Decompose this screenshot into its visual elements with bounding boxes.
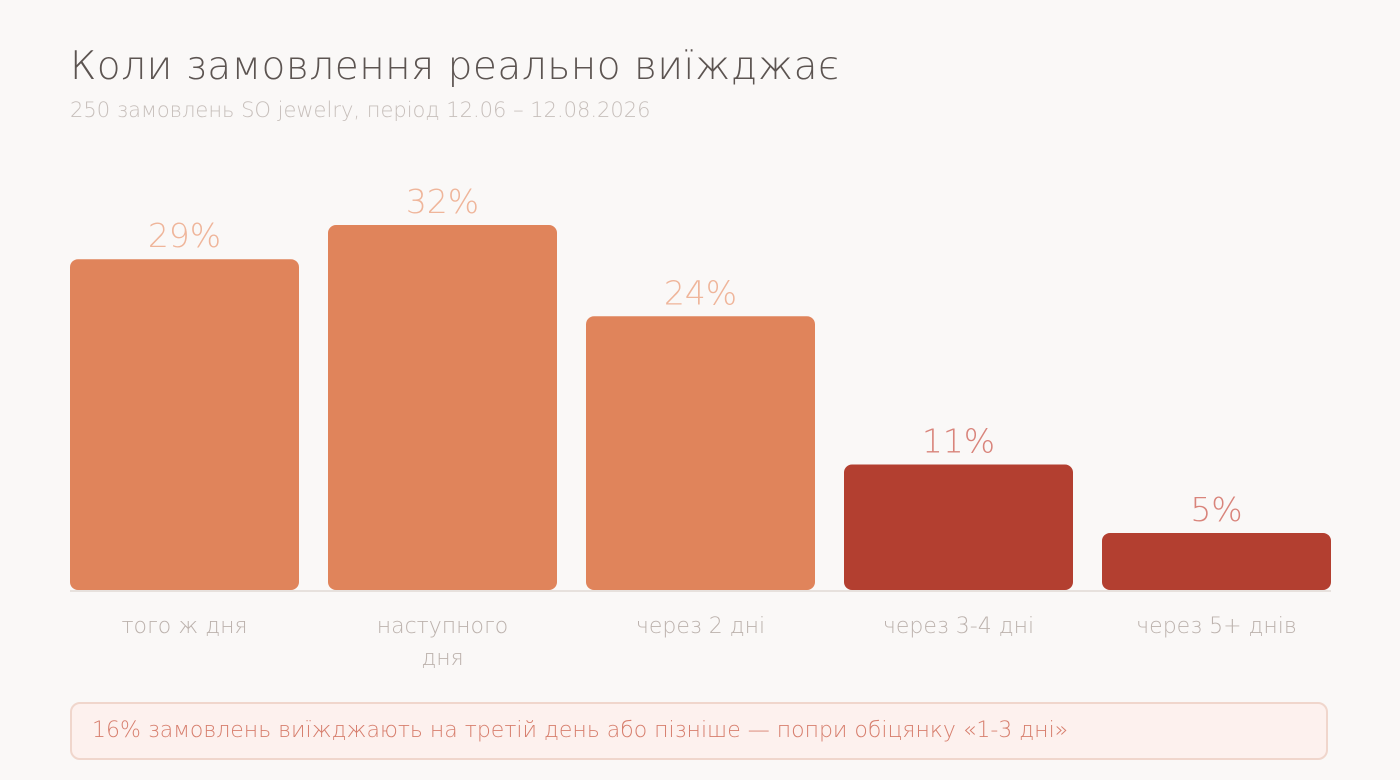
bar-5 bbox=[1102, 532, 1331, 590]
chart-title: Коли замовлення реально виїжджає bbox=[70, 44, 840, 89]
bar-3 bbox=[586, 316, 815, 590]
category-label-5: через 5+ днів bbox=[1136, 614, 1297, 639]
bar-chart: 29% того ж дня 32% наступного дня 24% через 2 … bbox=[70, 182, 1331, 671]
value-label-3: 24% bbox=[664, 273, 737, 312]
value-label-4: 11% bbox=[922, 422, 995, 461]
value-label-2: 32% bbox=[406, 182, 479, 221]
category-label-4: через 3-4 дні bbox=[883, 614, 1034, 639]
bar-4 bbox=[844, 464, 1073, 590]
chart-subtitle: 250 замовлень SO jewelry, період 12.06 –… bbox=[70, 98, 651, 122]
bar-1 bbox=[70, 259, 299, 590]
value-label-1: 29% bbox=[148, 216, 221, 255]
bar-2 bbox=[328, 225, 557, 590]
category-label-2-line-1: наступного bbox=[377, 614, 509, 639]
value-label-5: 5% bbox=[1190, 490, 1242, 529]
category-label-3: через 2 дні bbox=[636, 614, 765, 639]
insight-callout: 16% замовлень виїжджають на третій день … bbox=[70, 702, 1328, 760]
insight-text: 16% замовлень виїжджають на третій день … bbox=[92, 718, 1069, 743]
category-label-2-line-2: дня bbox=[421, 646, 463, 671]
category-label-1: того ж дня bbox=[121, 614, 247, 639]
